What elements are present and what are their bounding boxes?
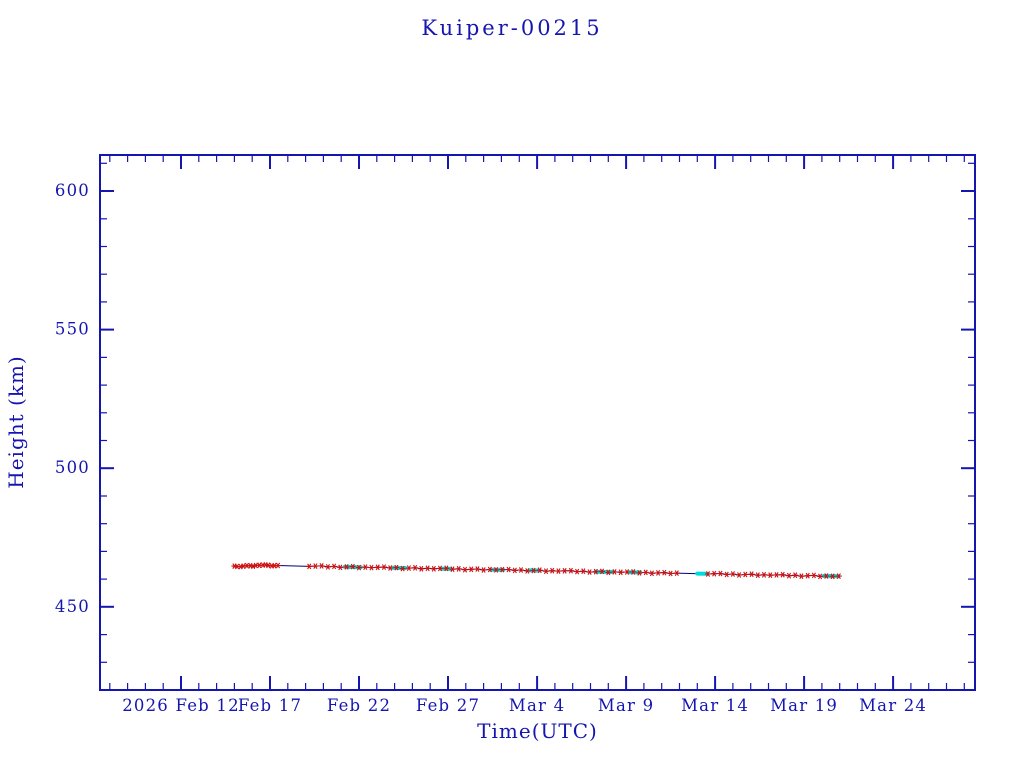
x-tick-label: Mar 14 bbox=[681, 696, 749, 715]
x-tick-label: 2026 Feb 12 bbox=[122, 696, 240, 715]
x-tick-label: Feb 22 bbox=[327, 696, 391, 715]
measurement-markers bbox=[231, 562, 842, 580]
chart-title: Kuiper-00215 bbox=[421, 16, 603, 40]
y-tick-label: 500 bbox=[55, 458, 90, 477]
asterisk-marker-path bbox=[231, 562, 842, 580]
x-tick-label: Mar 24 bbox=[859, 696, 927, 715]
x-tick-label: Feb 17 bbox=[238, 696, 302, 715]
y-tick-label: 550 bbox=[55, 320, 90, 339]
x-tick-label: Feb 27 bbox=[416, 696, 480, 715]
x-tick-label: Mar 4 bbox=[509, 696, 565, 715]
axes-frame bbox=[99, 154, 976, 691]
y-tick-label: 600 bbox=[55, 181, 90, 200]
y-tick-label: 450 bbox=[55, 597, 90, 616]
x-tick-label: Mar 19 bbox=[770, 696, 838, 715]
x-tick-label: Mar 9 bbox=[598, 696, 654, 715]
x-axis-title: Time(UTC) bbox=[477, 719, 598, 743]
